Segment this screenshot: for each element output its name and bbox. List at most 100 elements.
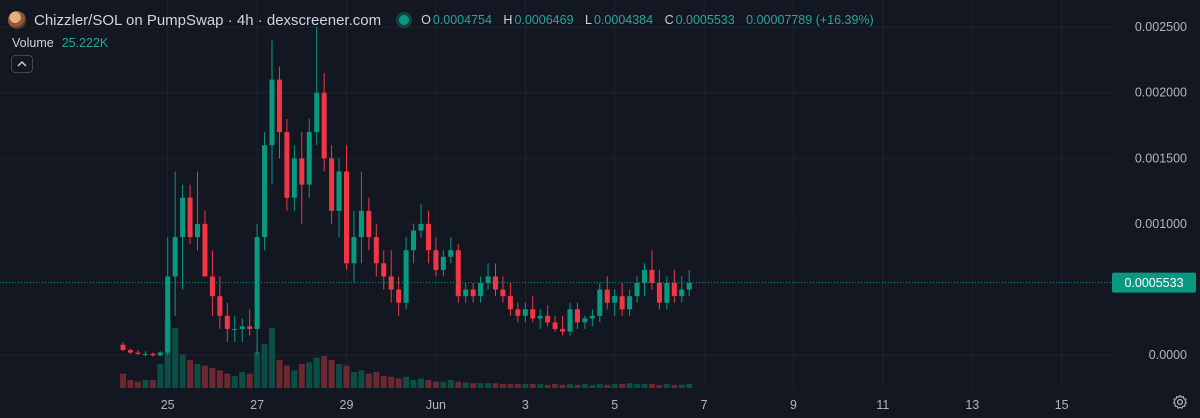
x-tick-label: Jun — [426, 398, 446, 412]
volume-bar — [470, 383, 477, 388]
high-value: 0.0006469 — [514, 13, 574, 27]
volume-bar — [485, 383, 492, 388]
candle-body — [366, 210, 372, 238]
x-tick-label: 9 — [790, 398, 797, 412]
candle-body — [671, 283, 677, 297]
volume-bar — [201, 365, 208, 388]
volume-bar — [358, 370, 365, 388]
volume-bar — [634, 384, 641, 388]
volume-bar — [574, 384, 581, 388]
candle-body — [560, 328, 566, 332]
volume-bar — [537, 384, 544, 388]
y-tick-label: 0.0000 — [1149, 348, 1187, 362]
collapse-legend-button[interactable] — [11, 55, 33, 73]
volume-bar — [567, 384, 573, 388]
volume-bar — [514, 384, 521, 388]
candle-body — [537, 315, 543, 319]
candle-body — [396, 289, 402, 303]
volume-bar — [209, 368, 216, 388]
candle-body — [604, 289, 610, 303]
volume-bar — [641, 384, 648, 388]
candle-body — [284, 132, 290, 198]
candle-body — [418, 223, 424, 231]
candle-body — [656, 283, 662, 303]
ohlc-readout: O 0.0004754 H 0.0006469 L 0.0004384 C 0.0005… — [421, 13, 882, 27]
x-tick-label: 15 — [1055, 398, 1069, 412]
candle-body — [187, 197, 193, 238]
volume-bar — [648, 384, 655, 388]
volume-bar — [239, 372, 246, 388]
volume-bar — [529, 384, 536, 388]
y-tick-label: 0.002500 — [1135, 20, 1187, 34]
token-logo-icon — [8, 11, 26, 29]
volume-bar — [157, 364, 164, 388]
volume-bar — [373, 372, 380, 388]
volume-bar — [447, 380, 454, 388]
volume-bar — [380, 376, 387, 388]
volume-bar — [395, 378, 402, 388]
volume-bar — [298, 364, 305, 388]
candle-body — [224, 315, 230, 329]
volume-bar — [611, 384, 618, 388]
volume-bar — [656, 384, 663, 388]
chart-settings-button[interactable] — [1172, 394, 1188, 410]
low-label: L — [585, 13, 592, 27]
volume-bar — [455, 381, 462, 388]
volume-bar — [350, 372, 357, 388]
candle-body — [120, 344, 126, 350]
x-tick-label: 27 — [250, 398, 264, 412]
candle-body — [567, 309, 573, 332]
volume-bar — [149, 380, 156, 388]
candle-body — [336, 171, 342, 211]
candle-body — [127, 349, 133, 353]
volume-bar — [581, 384, 588, 388]
volume-bar — [283, 365, 290, 388]
candle-body — [485, 276, 491, 284]
volume-bar — [172, 328, 179, 388]
live-status-icon — [399, 15, 410, 25]
y-tick-label: 0.002000 — [1135, 86, 1187, 100]
candle-body — [142, 353, 148, 355]
close-label: C — [664, 13, 674, 27]
high-label: H — [503, 13, 513, 27]
candle-body — [478, 283, 484, 297]
volume-bar — [276, 360, 283, 388]
candle-body — [522, 309, 528, 316]
candle-body — [403, 250, 409, 303]
volume-bar — [313, 357, 320, 388]
volume-bar — [328, 360, 335, 388]
candle-body — [589, 315, 595, 319]
candle-body — [217, 296, 223, 316]
symbol-title: Chizzler/SOL on PumpSwap · 4h · dexscree… — [34, 11, 382, 29]
volume-label: Volume — [12, 36, 54, 50]
candle-body — [686, 283, 692, 290]
volume-bar — [596, 384, 603, 388]
volume-bar — [134, 381, 141, 388]
volume-bar — [671, 384, 678, 388]
candle-body — [172, 237, 178, 277]
candle-body — [507, 296, 513, 310]
volume-bar — [492, 383, 499, 388]
candle-body — [411, 230, 417, 251]
x-tick-label: 11 — [876, 398, 889, 412]
candle-body — [180, 197, 186, 238]
volume-bar — [686, 384, 693, 388]
volume-bar — [544, 384, 551, 388]
volume-bar — [589, 384, 596, 388]
volume-bar — [120, 373, 126, 388]
candle-body — [329, 158, 335, 211]
volume-bar — [194, 364, 201, 388]
candle-body — [619, 296, 625, 310]
volume-bar — [403, 376, 410, 388]
candle-body — [262, 145, 268, 238]
candle-body — [627, 296, 633, 310]
candle-body — [135, 352, 141, 354]
candle-body — [157, 352, 163, 356]
candle-body — [299, 158, 305, 185]
volume-bar — [559, 384, 566, 388]
candle-body — [664, 283, 670, 303]
volume-bar — [269, 328, 275, 388]
candle-body — [321, 92, 327, 159]
volume-bar — [626, 383, 633, 388]
